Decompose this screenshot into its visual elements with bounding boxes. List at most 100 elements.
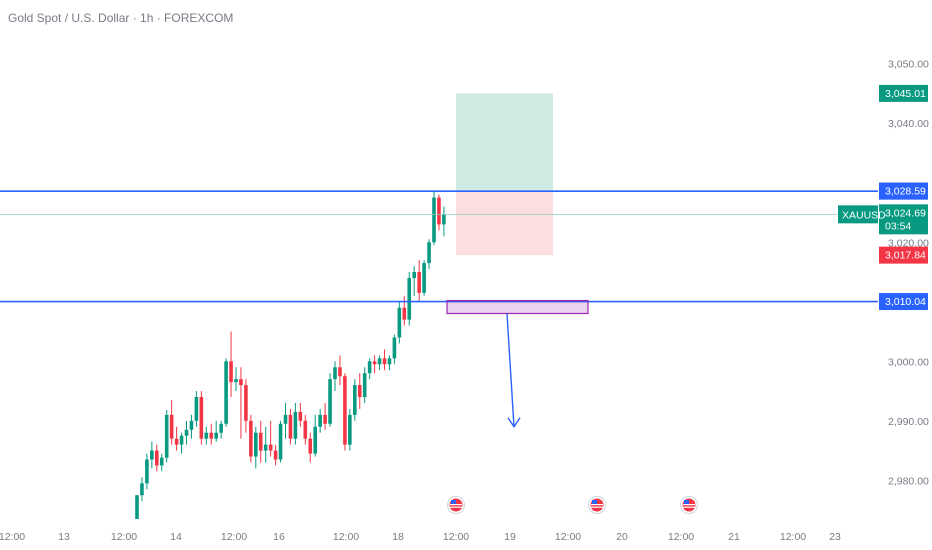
price-tick-label: 3,040.00 — [888, 118, 929, 130]
candle-body — [283, 414, 288, 424]
candle-body — [263, 444, 268, 451]
candle-body — [298, 411, 303, 421]
price-axis[interactable]: 3,050.00 3,040.00 3,020.00 3,000.00 2,990.00… — [888, 59, 929, 488]
time-tick-label: 21 — [728, 531, 740, 543]
candle-body — [313, 426, 317, 454]
price-tag-label: 3,010.04 — [885, 296, 926, 308]
price-tick-label: 3,000.00 — [888, 356, 929, 368]
candle-body — [194, 397, 199, 421]
candle-body — [244, 385, 248, 421]
price-tag-label: 3,028.59 — [885, 186, 926, 198]
candle-body — [169, 414, 174, 439]
candle-body — [353, 385, 357, 415]
candle-body — [278, 423, 283, 460]
price-tag — [879, 246, 928, 264]
candle-body — [179, 435, 184, 445]
zone-rectangle[interactable] — [446, 299, 589, 315]
candle-body — [417, 272, 421, 293]
candle-body — [258, 432, 263, 451]
candle-body — [357, 385, 362, 398]
price-tag — [879, 84, 928, 102]
candle-body — [303, 420, 308, 439]
countdown-label: 03:54 — [885, 220, 911, 232]
candle-body — [140, 483, 144, 496]
price-tag — [879, 204, 928, 235]
time-tick-label: 16 — [273, 531, 285, 543]
candle-body — [204, 432, 209, 439]
price-tag-label: 3,024.69 — [885, 207, 926, 219]
us-flag-icon[interactable] — [680, 496, 698, 514]
candle-body — [437, 197, 441, 225]
time-tick-label: 12:00 — [780, 531, 806, 543]
candle-body — [333, 367, 337, 380]
symbol-label: XAUUSD — [842, 209, 886, 221]
candle-body — [150, 450, 154, 460]
price-tick-label: 3,020.00 — [888, 237, 929, 249]
time-tick-label: 18 — [392, 531, 404, 543]
price-tick-label: 3,050.00 — [888, 59, 929, 71]
events-layer — [447, 496, 698, 514]
time-tick-label: 23 — [829, 531, 841, 543]
candle-body — [392, 337, 397, 359]
candle-body — [293, 411, 298, 439]
target-zone[interactable] — [456, 93, 553, 192]
candle-body — [328, 379, 332, 424]
candle-body — [432, 197, 436, 243]
candle-body — [318, 414, 322, 427]
candle-body — [442, 214, 446, 225]
candle-body — [135, 495, 139, 520]
drawings-layer — [456, 93, 553, 256]
candle-body — [219, 423, 223, 433]
candle-body — [184, 429, 189, 436]
time-tick-label: 19 — [504, 531, 516, 543]
us-flag-icon[interactable] — [588, 496, 606, 514]
candle-body — [199, 397, 204, 439]
symbol-tag — [838, 205, 878, 224]
price-tag — [879, 182, 928, 200]
us-flag-icon[interactable] — [447, 496, 465, 514]
lines-layer — [0, 190, 878, 429]
candle-body — [254, 432, 258, 457]
time-tick-label: 12:00 — [111, 531, 137, 543]
candle-body — [214, 432, 218, 439]
arrow-head — [507, 417, 521, 429]
candle-body — [189, 420, 194, 430]
candle-body — [239, 379, 243, 386]
candle-body — [367, 361, 372, 374]
candle-body — [323, 414, 327, 424]
candle-body — [155, 450, 159, 466]
price-tag — [879, 293, 928, 311]
candle-body — [288, 414, 293, 439]
price-tag-label: 3,045.01 — [885, 88, 926, 100]
candle-body — [343, 376, 347, 445]
candle-body — [229, 361, 233, 383]
price-tick-label: 2,980.00 — [888, 475, 929, 487]
time-tick-label: 12:00 — [555, 531, 581, 543]
price-tick-label: 2,990.00 — [888, 416, 929, 428]
candle-body — [382, 358, 387, 365]
time-tick-label: 12:00 — [668, 531, 694, 543]
time-axis[interactable]: 12:00 13 12:00 14 12:00 16 12:00 18 12:00 19 12:00… — [0, 531, 841, 543]
candle-body — [224, 361, 228, 424]
candle-body — [174, 438, 179, 445]
time-tick-label: 14 — [170, 531, 182, 543]
candle-body — [268, 444, 273, 451]
time-tick-label: 12:00 — [221, 531, 247, 543]
candle-body — [308, 438, 313, 454]
time-tick-label: 12:00 — [443, 531, 469, 543]
price-tag-label: 3,017.84 — [885, 250, 926, 262]
candle-body — [372, 361, 377, 365]
candle-body — [348, 414, 352, 445]
stop-zone[interactable] — [456, 191, 553, 256]
candle-body — [377, 358, 382, 365]
arrow-line[interactable] — [506, 313, 515, 427]
time-tick-label: 20 — [616, 531, 628, 543]
candle-body — [159, 457, 164, 466]
candle-body — [427, 242, 431, 264]
candle-body — [387, 358, 392, 365]
candle-body — [402, 307, 407, 320]
time-tick-label: 12:00 — [333, 531, 359, 543]
candle-body — [362, 373, 367, 398]
candle-body — [338, 367, 342, 377]
